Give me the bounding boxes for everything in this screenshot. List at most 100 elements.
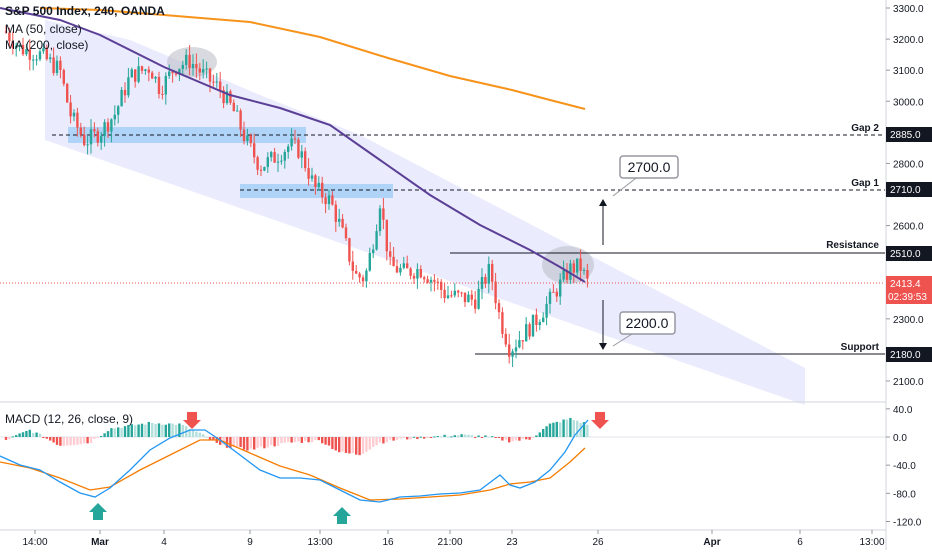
candle-body bbox=[202, 69, 205, 73]
macd-bar bbox=[409, 437, 412, 440]
candle-body bbox=[375, 231, 378, 250]
candle-body bbox=[307, 168, 310, 179]
macd-bar bbox=[130, 424, 133, 437]
candle-body bbox=[229, 91, 232, 103]
candle-body bbox=[416, 269, 419, 279]
candle-body bbox=[562, 270, 565, 280]
candle-body bbox=[378, 208, 382, 232]
candle-body bbox=[409, 268, 412, 276]
macd-bar bbox=[511, 437, 514, 442]
candle-body bbox=[120, 89, 123, 107]
candle-body bbox=[15, 45, 18, 49]
candle-body bbox=[66, 83, 69, 103]
macd-bar bbox=[300, 437, 303, 443]
macd-bar bbox=[236, 437, 239, 447]
macd-bar bbox=[28, 429, 31, 437]
macd-bar bbox=[174, 424, 178, 437]
candle-body bbox=[467, 294, 470, 303]
candle-body bbox=[304, 151, 307, 169]
candle-body bbox=[528, 324, 531, 337]
candle-body bbox=[161, 93, 164, 95]
macd-bar bbox=[259, 437, 263, 447]
candle-body bbox=[188, 54, 191, 69]
target-down-arrow bbox=[599, 300, 607, 350]
macd-bar bbox=[484, 435, 487, 437]
candle-body bbox=[185, 54, 188, 65]
badge-support-text: 2180.0 bbox=[890, 350, 921, 361]
macd-bar bbox=[280, 437, 283, 444]
macd-bar bbox=[491, 436, 494, 438]
macd-bar bbox=[188, 429, 191, 437]
candle-body bbox=[426, 279, 429, 283]
candle-body bbox=[8, 32, 11, 42]
candle-body bbox=[344, 227, 348, 239]
macd-bar bbox=[395, 437, 399, 440]
candle-body bbox=[49, 57, 52, 60]
macd-bar bbox=[314, 437, 317, 440]
macd-bar bbox=[528, 437, 531, 440]
candle-body bbox=[208, 68, 212, 82]
macd-bar bbox=[535, 435, 538, 437]
candle-body bbox=[351, 261, 354, 271]
candle-body bbox=[219, 81, 222, 91]
macd-bar bbox=[270, 437, 273, 446]
macd-bar bbox=[66, 437, 69, 446]
macd-bar bbox=[117, 427, 120, 437]
macd-axis[interactable]: 40.0 0.0 -40.0 -80.0 -120.0 bbox=[886, 405, 922, 529]
macd-bar bbox=[392, 437, 395, 441]
macd-bar bbox=[443, 434, 446, 437]
label-resistance: Resistance bbox=[826, 240, 879, 251]
macd-bar bbox=[480, 437, 484, 438]
macd-bar bbox=[426, 437, 429, 438]
macd-bar bbox=[334, 437, 337, 451]
macd-bar bbox=[147, 421, 150, 437]
candle-body bbox=[198, 68, 201, 73]
candle-body bbox=[256, 157, 259, 170]
candle-body bbox=[548, 291, 552, 304]
candle-body bbox=[225, 91, 229, 104]
badge-gap2: 2885.0 bbox=[886, 127, 932, 142]
macd-bar bbox=[212, 437, 215, 441]
candle-body bbox=[436, 281, 439, 283]
badge-gap1-text: 2710.0 bbox=[890, 185, 921, 196]
macd-bar bbox=[21, 432, 25, 437]
candle-body bbox=[389, 251, 392, 257]
macd-bar bbox=[249, 437, 252, 449]
macd-bar bbox=[433, 436, 436, 438]
legend-ma50[interactable]: MA (50, close) bbox=[5, 22, 82, 36]
candle-body bbox=[453, 290, 456, 296]
macd-bar bbox=[327, 437, 331, 446]
macd-bar bbox=[565, 419, 569, 437]
candle-body bbox=[28, 49, 31, 60]
label-gap2: Gap 2 bbox=[851, 123, 879, 134]
legend-macd[interactable]: MACD (12, 26, close, 9) bbox=[5, 412, 134, 426]
candle-body bbox=[242, 129, 246, 142]
macd-bar bbox=[467, 434, 470, 437]
macd-tick-label: -120.0 bbox=[893, 518, 922, 529]
legend-ma200[interactable]: MA (200, close) bbox=[5, 38, 89, 52]
macd-bar bbox=[202, 434, 205, 437]
candle-body bbox=[32, 59, 35, 61]
candle-body bbox=[576, 258, 579, 273]
macd-bar bbox=[548, 423, 552, 437]
ma200-line bbox=[39, 7, 586, 110]
macd-bar bbox=[487, 436, 490, 438]
macd-bar bbox=[555, 421, 558, 437]
candle-body bbox=[283, 151, 286, 161]
macd-bar bbox=[450, 436, 453, 438]
macd-bar bbox=[514, 437, 518, 441]
macd-bar bbox=[538, 432, 541, 437]
macd-bar bbox=[86, 437, 89, 444]
macd-bar bbox=[412, 436, 416, 438]
candle-body bbox=[18, 45, 21, 47]
candle-body bbox=[72, 112, 76, 117]
macd-bar bbox=[110, 428, 113, 437]
macd-bar bbox=[205, 436, 208, 438]
macd-bar bbox=[559, 422, 562, 437]
candle-body bbox=[205, 68, 208, 70]
time-axis[interactable]: 14:00 Mar 4 9 13:00 16 21:00 23 26 Apr 6 13:00 bbox=[22, 530, 885, 548]
candle-body bbox=[361, 277, 365, 282]
macd-bar bbox=[521, 437, 524, 439]
